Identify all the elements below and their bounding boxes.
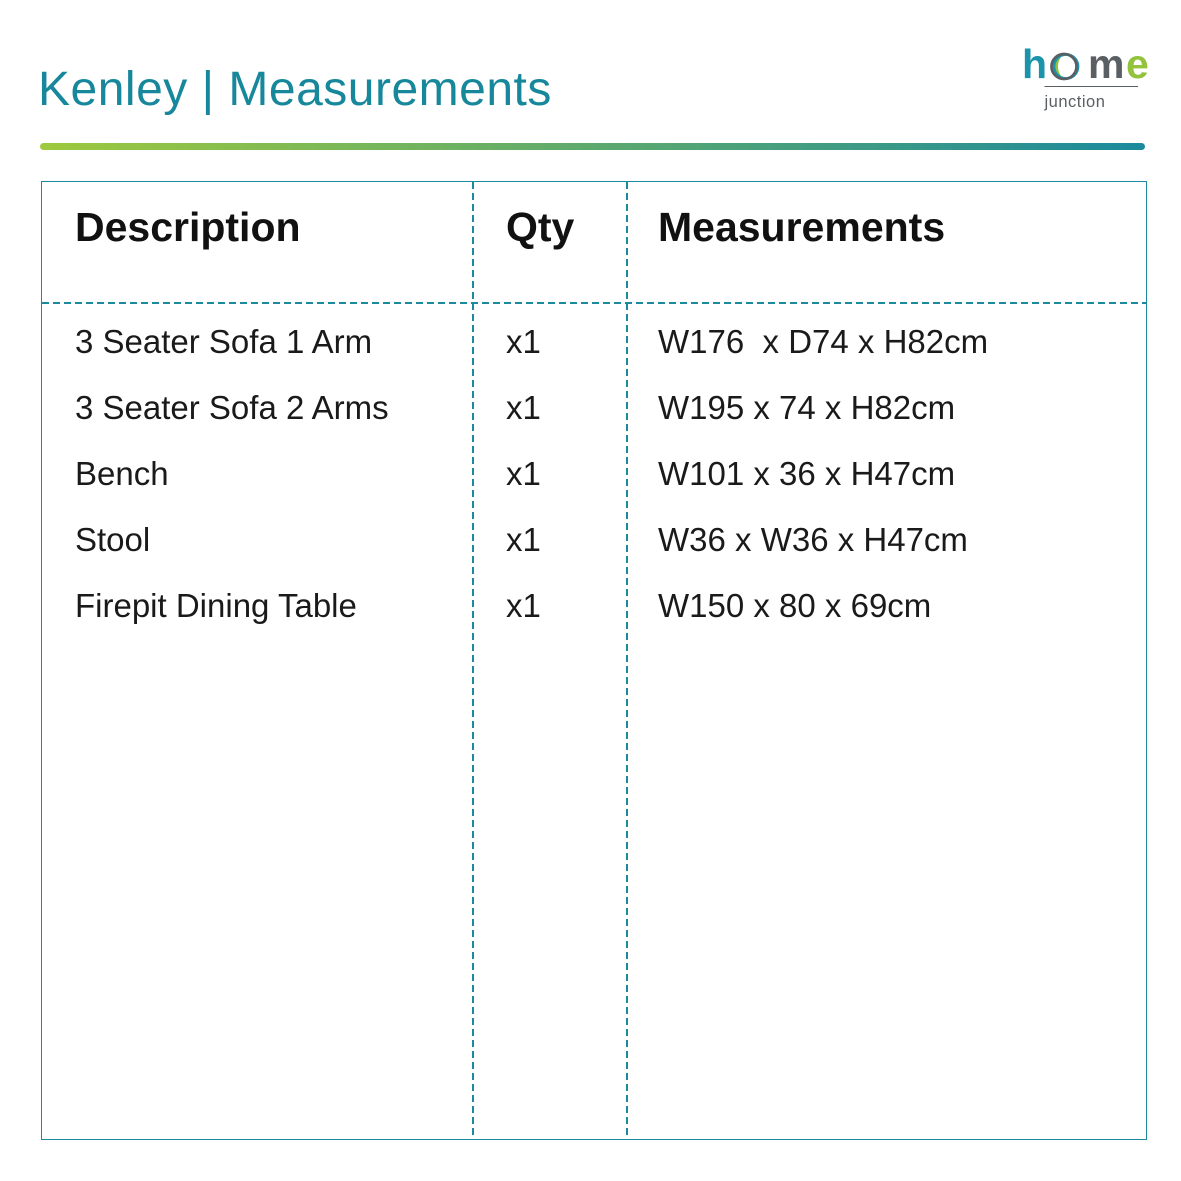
- svg-text:h: h: [1024, 41, 1046, 87]
- svg-text:e: e: [1126, 41, 1148, 87]
- svg-text:m: m: [1088, 41, 1123, 87]
- svg-text:junction: junction: [1044, 93, 1106, 111]
